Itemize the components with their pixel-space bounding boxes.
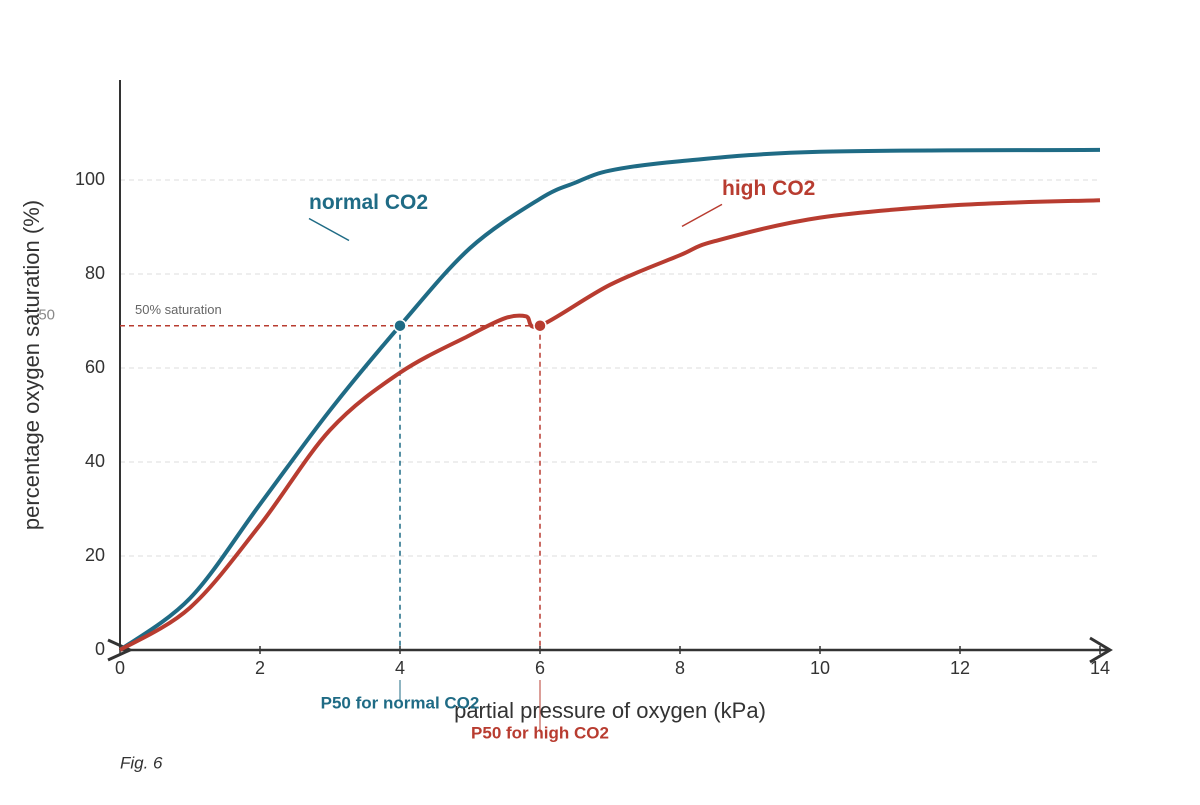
y-tick-label: 60 (85, 357, 105, 377)
x-tick-label: 0 (115, 658, 125, 678)
reference-axis-label: 50 (38, 307, 55, 324)
marker (393, 318, 407, 333)
label-leader (308, 217, 350, 242)
reference-label: 50% saturation (135, 302, 222, 317)
x-tick-label: 8 (675, 658, 685, 678)
line (118, 147, 1101, 652)
x-tick-label: 2 (255, 658, 265, 678)
x-tick-label: 10 (810, 658, 830, 678)
axis-arrow (1089, 636, 1113, 664)
label-leader (681, 203, 723, 228)
y-tick-label: 40 (85, 451, 105, 471)
caption: Fig. 6 (120, 753, 163, 772)
y-tick-label: 20 (85, 545, 105, 565)
series-label: normal CO2 (309, 191, 428, 214)
x-tick-label: 14 (1090, 658, 1110, 678)
series-label: high CO2 (722, 177, 815, 200)
y-tick-label: 100 (75, 169, 105, 189)
y-tick-label: 0 (95, 639, 105, 659)
y-axis-label: percentage oxygen saturation (%) (19, 200, 44, 530)
x-tick-label: 6 (535, 658, 545, 678)
p50-label: P50 for normal CO2 (321, 693, 480, 712)
y-tick-label: 80 (85, 263, 105, 283)
axis-arrow (107, 638, 134, 662)
x-tick-label: 4 (395, 658, 405, 678)
x-tick-label: 12 (950, 658, 970, 678)
marker (533, 318, 547, 333)
line (118, 198, 1101, 652)
p50-label: P50 for high CO2 (471, 723, 609, 742)
x-axis-label: partial pressure of oxygen (kPa) (454, 698, 766, 723)
